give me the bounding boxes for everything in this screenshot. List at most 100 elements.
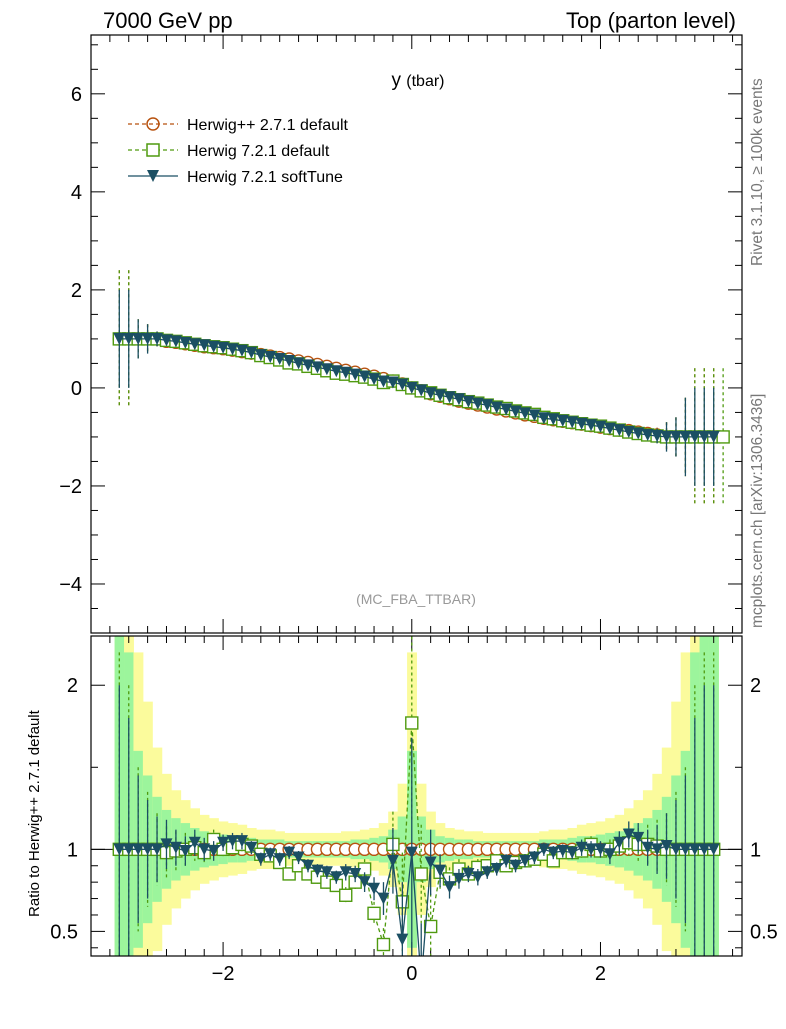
ratio-point (311, 864, 324, 877)
ratio-point (245, 841, 258, 854)
ratio-point (632, 831, 645, 844)
main-point (669, 430, 682, 443)
main-point (490, 401, 503, 414)
ratio-point (414, 867, 428, 881)
main-ytick-label: 2 (71, 280, 82, 302)
main-ytick-label: −2 (59, 476, 82, 498)
main-point (415, 384, 428, 397)
ratio-point (198, 843, 211, 856)
ratio-point (273, 853, 286, 866)
legend-marker-softtune (147, 170, 159, 182)
ratio-point (688, 843, 701, 856)
ratio-point (330, 871, 343, 884)
main-point (235, 344, 248, 357)
main-point (679, 430, 692, 443)
ratio-point (349, 867, 362, 880)
main-point (462, 395, 475, 408)
ratio-point (376, 937, 391, 952)
main-point (188, 338, 201, 351)
main-point (198, 339, 211, 352)
ratio-point (132, 843, 145, 856)
main-point (151, 332, 164, 345)
main-point (481, 399, 494, 412)
main-point (273, 352, 286, 365)
main-frame (90, 34, 743, 634)
main-point (603, 422, 616, 435)
main-point (264, 351, 277, 364)
main-point (377, 375, 390, 388)
legend-entry-softtune: Herwig 7.2.1 softTune (128, 169, 343, 186)
ratio-point (575, 841, 588, 854)
ratio-ytick-label: 0.5 (50, 921, 78, 943)
ratio-ytick-label: 2 (67, 675, 78, 697)
main-series (112, 270, 730, 506)
main-point (141, 332, 154, 345)
main-point (452, 393, 465, 406)
ratio-point (151, 843, 164, 856)
mcplots-label: mcplots.cern.ch [arXiv:1306.3436] (749, 394, 766, 628)
ratio-point (547, 846, 560, 859)
main-point (283, 354, 296, 367)
ratio-point (358, 876, 371, 889)
main-point (471, 397, 484, 410)
ratio-point (471, 871, 484, 884)
main-point (396, 378, 409, 391)
ratio-point (302, 859, 314, 872)
ratio-point (556, 844, 569, 857)
main-point (207, 340, 220, 353)
ratio-point (452, 872, 465, 885)
ratio-point (509, 859, 522, 872)
main-point (613, 424, 626, 437)
ratio-point (339, 866, 352, 879)
main-point (358, 370, 371, 383)
ratio-xtick-label: −2 (212, 963, 235, 985)
main-ytick-label: −4 (59, 574, 82, 596)
main-point (217, 341, 230, 354)
ratio-point (320, 866, 333, 879)
ratio-point (537, 843, 550, 856)
legend-entry-herwigpp: Herwig++ 2.7.1 default (128, 117, 349, 134)
main-ytick-label: 0 (71, 378, 82, 400)
main-point (386, 376, 399, 389)
main-point (132, 332, 145, 345)
ratio-point (707, 843, 720, 856)
ratio-point (179, 844, 192, 857)
ratio-point (622, 828, 635, 841)
main-point (179, 336, 192, 349)
ratio-point (490, 863, 503, 876)
ratio-point (443, 881, 456, 894)
header-right: Top (parton level) (566, 8, 736, 33)
main-point (641, 428, 654, 441)
ratio-point (434, 864, 447, 877)
main-point (122, 332, 135, 345)
main-point (547, 413, 560, 426)
ratio-point (368, 882, 381, 895)
main-ytick-label: 6 (71, 84, 82, 106)
main-point (320, 363, 333, 376)
ratio-ytick-label-right: 1 (750, 839, 761, 861)
ratio-series (112, 636, 721, 956)
ratio-point (339, 888, 353, 902)
ratio-point (405, 846, 418, 859)
main-point (575, 417, 588, 430)
main-point (349, 368, 362, 381)
main-point (292, 357, 305, 370)
main-point (528, 409, 541, 422)
main-ytick-label: 4 (71, 182, 82, 204)
legend-label-herwig721: Herwig 7.2.1 default (187, 143, 330, 160)
ratio-xtick-label: 0 (406, 963, 417, 985)
main-line-2 (119, 338, 714, 438)
main-point (302, 359, 314, 372)
main-point (622, 426, 635, 439)
legend-label-softtune: Herwig 7.2.1 softTune (187, 169, 343, 186)
ratio-ytick-label: 1 (67, 839, 78, 861)
main-point (226, 343, 239, 356)
ratio-point (226, 835, 239, 848)
main-point (566, 416, 579, 429)
watermark: (MC_FBA_TTBAR) (356, 591, 476, 607)
main-point (311, 361, 324, 374)
main-point (509, 405, 522, 418)
main-title-y: y (391, 70, 401, 91)
